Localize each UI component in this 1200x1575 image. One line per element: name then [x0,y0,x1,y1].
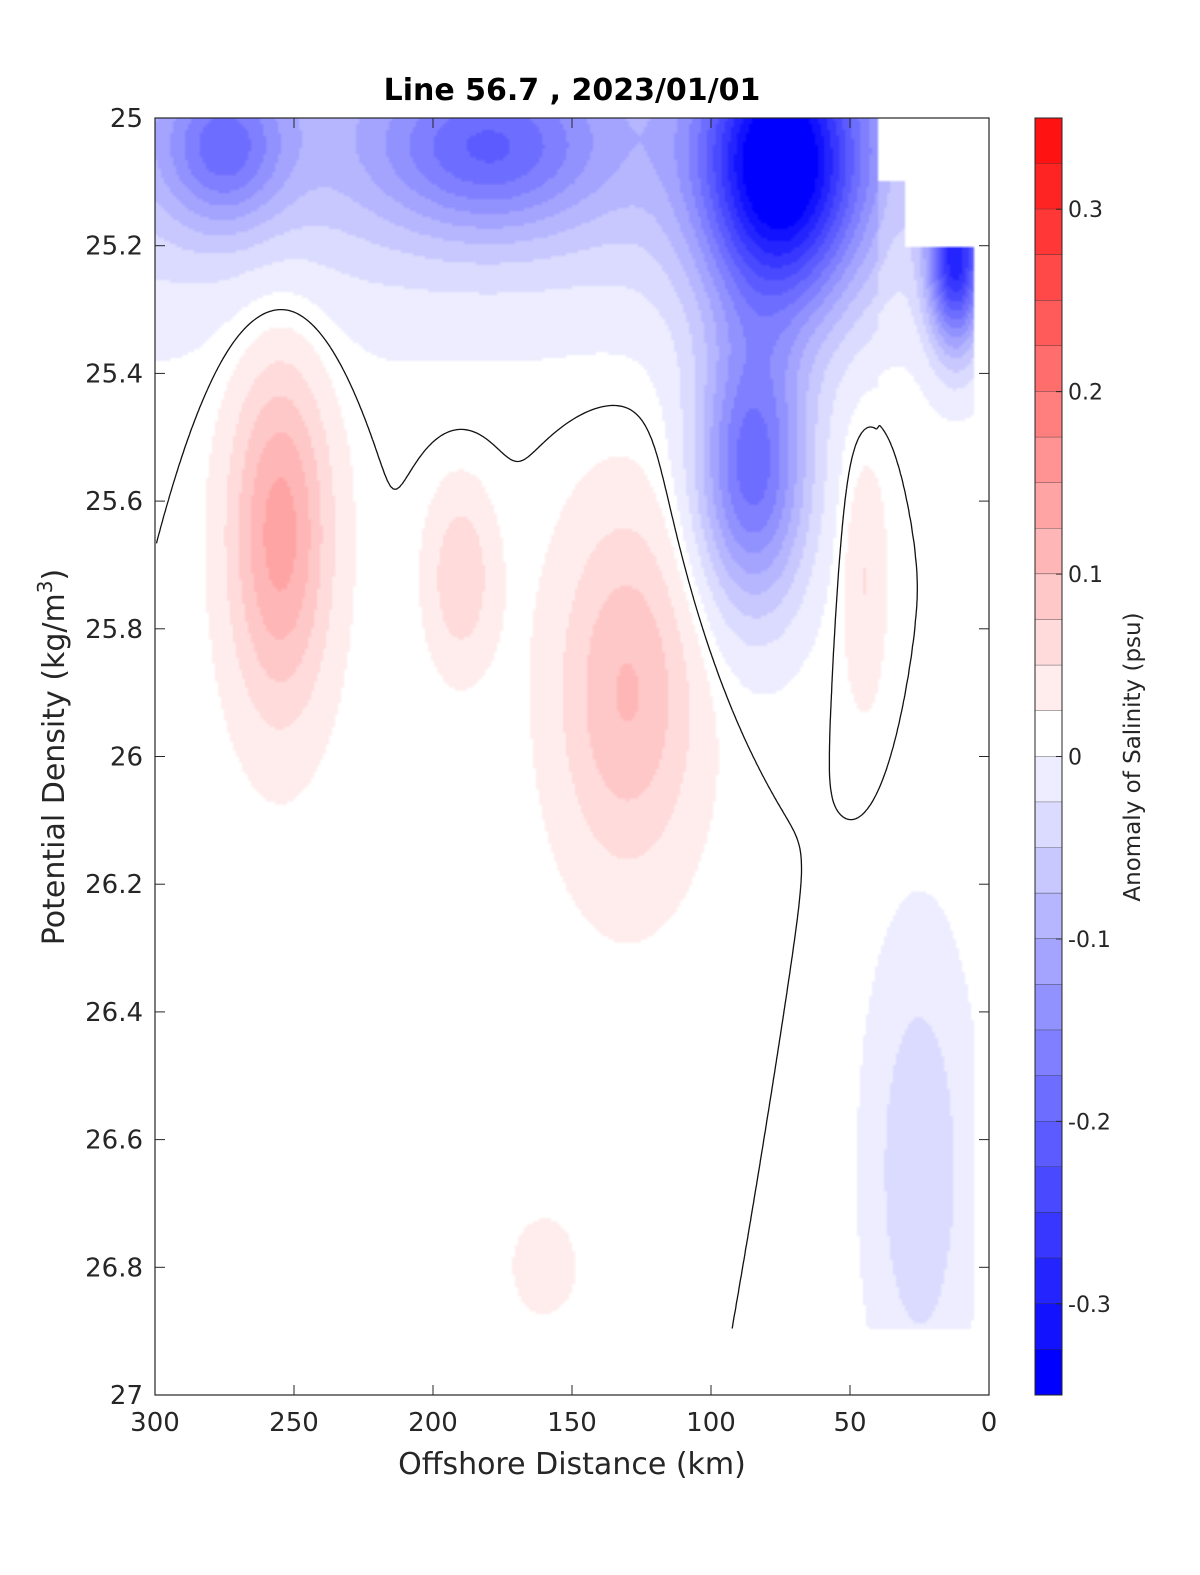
x-tick-label: 300 [130,1408,180,1438]
colorbar: 0.3 0.2 0.1 0 -0.1 -0.2 -0.3 Anomaly of Salini… [1034,117,1146,1396]
colorbar-label: Anomaly of Salinity (psu) [1120,612,1146,901]
colorbar-swatch [1035,1349,1062,1396]
colorbar-swatch [1035,847,1062,894]
colorbar-tick-label: 0.2 [1068,381,1103,406]
colorbar-swatch [1035,1212,1062,1259]
x-axis-label: Offshore Distance (km) [398,1447,746,1482]
y-tick-label: 25.6 [85,487,143,517]
colorbar-swatch [1035,391,1062,438]
colorbar-swatch [1035,1303,1062,1350]
y-tick-label: 25.8 [85,615,143,645]
colorbar-swatch [1035,118,1062,165]
colorbar-ticks: 0.3 0.2 0.1 0 -0.1 -0.2 -0.3 [1056,198,1111,1318]
y-axis-label-main: Potential Density (kg/m [37,593,72,945]
x-tick-label: 150 [547,1408,597,1438]
x-tick-label: 0 [981,1408,998,1438]
colorbar-swatch [1035,756,1062,803]
y-tick-label: 26.8 [85,1253,143,1283]
colorbar-swatch [1035,1075,1062,1122]
colorbar-swatch [1035,437,1062,484]
colorbar-swatch [1035,1258,1062,1305]
salinity-heatmap-image [155,118,989,1395]
colorbar-swatch [1035,802,1062,849]
colorbar-tick-label: 0 [1068,746,1082,771]
colorbar-swatch [1035,209,1062,256]
plot-area [154,117,990,1396]
colorbar-swatch [1035,619,1062,666]
colorbar-tick-label: 0.3 [1068,198,1103,223]
colorbar-tick-label: -0.3 [1068,1293,1111,1318]
y-axis-label-close: ) [37,569,72,581]
colorbar-swatch [1035,1030,1062,1077]
y-tick-label: 26.4 [85,998,143,1028]
colorbar-swatch [1035,163,1062,210]
colorbar-swatch [1035,528,1062,575]
y-tick-label: 26.6 [85,1126,143,1156]
colorbar-swatch [1035,300,1062,347]
colorbar-swatch [1035,254,1062,301]
colorbar-tick-label: -0.1 [1068,928,1111,953]
colorbar-swatch [1035,1121,1062,1168]
zero-contour-path [155,308,918,1329]
y-axis: 25 25.2 25.4 25.6 25.8 26 26.2 26.4 26.6 26.8 27 [85,104,989,1411]
zero-contour-lines [155,308,918,1329]
y-axis-label-superscript: 3 [33,580,57,593]
colorbar-swatch [1035,893,1062,940]
x-tick-label: 200 [408,1408,458,1438]
colorbar-swatches [1035,118,1062,1396]
x-axis: 300 250 200 150 100 50 0 [130,118,997,1438]
x-tick-label: 50 [833,1408,866,1438]
colorbar-tick-label: -0.2 [1068,1110,1111,1135]
colorbar-swatch [1035,710,1062,757]
y-tick-label: 26.2 [85,870,143,900]
x-tick-label: 100 [686,1408,736,1438]
y-tick-label: 25 [110,104,143,134]
x-tick-label: 250 [269,1408,319,1438]
colorbar-swatch [1035,574,1062,621]
y-tick-label: 27 [110,1381,143,1411]
y-tick-label: 25.2 [85,232,143,262]
colorbar-swatch [1035,665,1062,712]
y-axis-label: Potential Density (kg/m3) [33,569,72,945]
chart-title: Line 56.7 , 2023/01/01 [384,73,761,108]
colorbar-tick-label: 0.1 [1068,563,1103,588]
colorbar-swatch [1035,938,1062,986]
colorbar-swatch [1035,346,1062,393]
y-tick-label: 25.4 [85,359,143,389]
colorbar-swatch [1035,1166,1062,1214]
y-tick-label: 26 [110,743,143,773]
colorbar-swatch [1035,482,1062,529]
colorbar-swatch [1035,984,1062,1031]
